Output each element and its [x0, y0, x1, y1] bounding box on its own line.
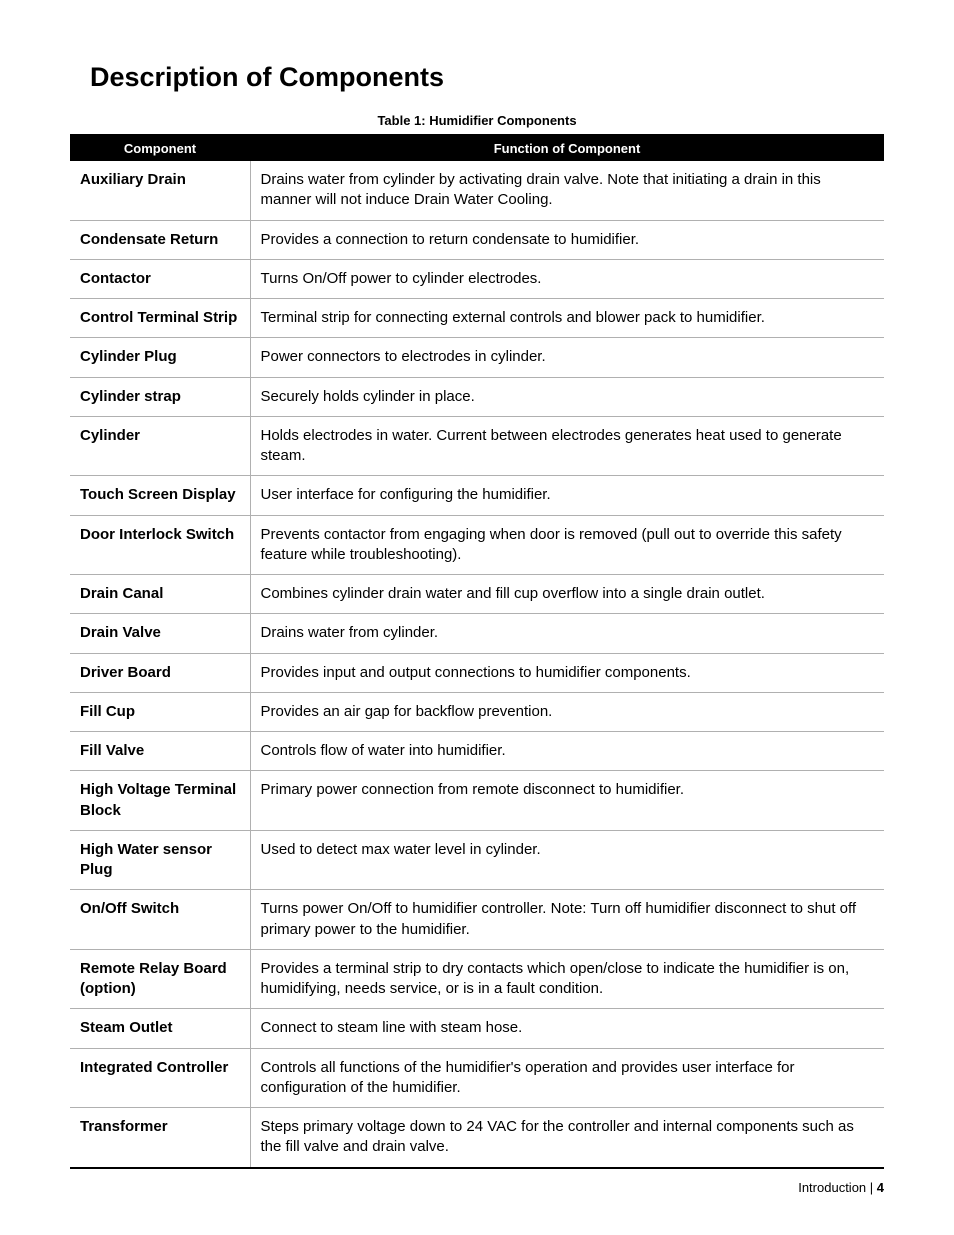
table-row: High Water sensor Plug Used to detect max…	[70, 830, 884, 890]
component-name-cell: Cylinder strap	[70, 377, 250, 416]
column-header-component: Component	[70, 136, 250, 161]
table-row: Cylinder Holds electrodes in water. Curre…	[70, 416, 884, 476]
component-name-cell: On/Off Switch	[70, 890, 250, 950]
component-name-cell: Auxiliary Drain	[70, 161, 250, 221]
component-function-cell: Securely holds cylinder in place.	[250, 377, 884, 416]
component-name-cell: Fill Cup	[70, 692, 250, 731]
component-name: Drain Canal	[80, 585, 163, 602]
component-name-cell: Control Terminal Strip	[70, 299, 250, 338]
component-name: On/Off Switch	[80, 900, 179, 917]
table-row: Integrated Controller Controls all functi…	[70, 1048, 884, 1108]
table-row: Drain Canal Combines cylinder drain water…	[70, 575, 884, 614]
component-name-cell: Cylinder Plug	[70, 338, 250, 377]
component-name: Remote Relay Board (option)	[80, 960, 227, 997]
table-row: Condensate Return Provides a connection t…	[70, 220, 884, 259]
component-name: High Voltage Terminal Block	[80, 781, 236, 818]
component-name-cell: Condensate Return	[70, 220, 250, 259]
component-name: Drain Valve	[80, 624, 161, 641]
component-name: Integrated Controller	[80, 1059, 228, 1076]
page-title: Description of Components	[90, 62, 884, 93]
component-function-cell: Provides a connection to return condensa…	[250, 220, 884, 259]
table-body: Auxiliary Drain Drains water from cylinde…	[70, 161, 884, 1168]
table-row: High Voltage Terminal Block Primary power…	[70, 771, 884, 831]
component-name-cell: Drain Valve	[70, 614, 250, 653]
component-function-cell: Drains water from cylinder by activating…	[250, 161, 884, 221]
table-row: On/Off Switch Turns power On/Off to humid…	[70, 890, 884, 950]
component-function-cell: Prevents contactor from engaging when do…	[250, 515, 884, 575]
component-function-cell: Provides a terminal strip to dry contact…	[250, 949, 884, 1009]
component-function-cell: Turns On/Off power to cylinder electrode…	[250, 259, 884, 298]
footer-section: Introduction	[798, 1180, 866, 1195]
footer-separator: |	[866, 1180, 877, 1195]
table-header-row: Component Function of Component	[70, 136, 884, 161]
component-name: Cylinder Plug	[80, 348, 177, 365]
table-row: Driver Board Provides input and output co…	[70, 653, 884, 692]
component-name: Transformer	[80, 1118, 168, 1135]
table-row: Transformer Steps primary voltage down to…	[70, 1108, 884, 1168]
footer-page-number: 4	[877, 1180, 884, 1195]
component-name-cell: Fill Valve	[70, 732, 250, 771]
component-function-cell: Provides an air gap for backflow prevent…	[250, 692, 884, 731]
component-name: High Water sensor Plug	[80, 841, 212, 878]
page-footer: Introduction | 4	[798, 1180, 884, 1195]
table-row: Drain Valve Drains water from cylinder.	[70, 614, 884, 653]
component-function-cell: Provides input and output connections to…	[250, 653, 884, 692]
component-function-cell: Used to detect max water level in cylind…	[250, 830, 884, 890]
component-name-cell: Steam Outlet	[70, 1009, 250, 1048]
component-name: Cylinder strap	[80, 388, 181, 405]
component-function-cell: Controls flow of water into humidifier.	[250, 732, 884, 771]
table-row: Auxiliary Drain Drains water from cylinde…	[70, 161, 884, 221]
component-name-cell: Transformer	[70, 1108, 250, 1168]
component-function-cell: Connect to steam line with steam hose.	[250, 1009, 884, 1048]
table-row: Remote Relay Board (option) Provides a te…	[70, 949, 884, 1009]
component-function-cell: Drains water from cylinder.	[250, 614, 884, 653]
table-row: Touch Screen Display User interface for c…	[70, 476, 884, 515]
table-row: Control Terminal Strip Terminal strip for…	[70, 299, 884, 338]
component-name-cell: Driver Board	[70, 653, 250, 692]
component-name: Fill Valve	[80, 742, 144, 759]
component-function-cell: Controls all functions of the humidifier…	[250, 1048, 884, 1108]
component-function-cell: Primary power connection from remote dis…	[250, 771, 884, 831]
component-name: Auxiliary Drain	[80, 171, 186, 188]
component-name-cell: Touch Screen Display	[70, 476, 250, 515]
component-function-cell: Combines cylinder drain water and fill c…	[250, 575, 884, 614]
component-name: Cylinder	[80, 427, 140, 444]
component-name-cell: High Voltage Terminal Block	[70, 771, 250, 831]
component-name-cell: Contactor	[70, 259, 250, 298]
component-name: Contactor	[80, 270, 151, 287]
table-row: Cylinder strap Securely holds cylinder in…	[70, 377, 884, 416]
table-row: Fill Valve Controls flow of water into hu…	[70, 732, 884, 771]
component-name: Control Terminal Strip	[80, 309, 237, 326]
component-name-cell: Door Interlock Switch	[70, 515, 250, 575]
table-row: Fill Cup Provides an air gap for backflow…	[70, 692, 884, 731]
component-name: Condensate Return	[80, 231, 218, 248]
component-name: Touch Screen Display	[80, 486, 236, 503]
component-function-cell: Steps primary voltage down to 24 VAC for…	[250, 1108, 884, 1168]
component-name: Steam Outlet	[80, 1019, 173, 1036]
component-function-cell: Terminal strip for connecting external c…	[250, 299, 884, 338]
component-function-cell: User interface for configuring the humid…	[250, 476, 884, 515]
components-table: Component Function of Component Auxiliar…	[70, 134, 884, 1169]
component-function-cell: Power connectors to electrodes in cylind…	[250, 338, 884, 377]
component-name: Door Interlock Switch	[80, 526, 234, 543]
component-name-cell: Drain Canal	[70, 575, 250, 614]
component-name: Fill Cup	[80, 703, 135, 720]
component-name-cell: Integrated Controller	[70, 1048, 250, 1108]
table-row: Door Interlock Switch Prevents contactor …	[70, 515, 884, 575]
table-row: Steam Outlet Connect to steam line with s…	[70, 1009, 884, 1048]
table-caption: Table 1: Humidifier Components	[70, 113, 884, 128]
component-name-cell: Cylinder	[70, 416, 250, 476]
table-row: Contactor Turns On/Off power to cylinder …	[70, 259, 884, 298]
component-function-cell: Holds electrodes in water. Current betwe…	[250, 416, 884, 476]
component-function-cell: Turns power On/Off to humidifier control…	[250, 890, 884, 950]
component-name: Driver Board	[80, 664, 171, 681]
component-name-cell: High Water sensor Plug	[70, 830, 250, 890]
table-row: Cylinder Plug Power connectors to electro…	[70, 338, 884, 377]
component-name-cell: Remote Relay Board (option)	[70, 949, 250, 1009]
column-header-function: Function of Component	[250, 136, 884, 161]
